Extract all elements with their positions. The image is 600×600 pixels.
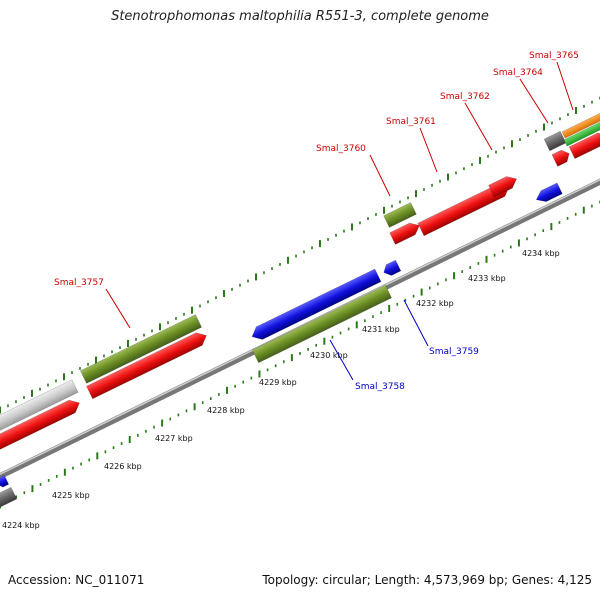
reverse-gene-arrow-shape bbox=[0, 474, 10, 488]
reverse-gene-arrow bbox=[0, 474, 10, 488]
gene-leader-line bbox=[519, 78, 549, 124]
reverse-gene-arrow-shape bbox=[383, 259, 402, 276]
gene-leader-line bbox=[464, 102, 493, 151]
scale-label: 4228 kbp bbox=[207, 406, 245, 415]
forward-gene-arrow bbox=[389, 222, 420, 245]
gene-label-forward: Smal_3757 bbox=[54, 278, 104, 288]
scale-label: 4227 kbp bbox=[155, 434, 193, 443]
olive-gene-feature-shape bbox=[383, 202, 417, 228]
forward-gene-arrow-shape bbox=[568, 132, 600, 160]
gene-label-forward: Smal_3765 bbox=[529, 51, 579, 61]
genome-summary: Topology: circular; Length: 4,573,969 bp… bbox=[262, 573, 592, 587]
scale-label: 4226 kbp bbox=[104, 462, 142, 471]
scale-label: 4231 kbp bbox=[362, 325, 400, 334]
gene-leader-line bbox=[419, 127, 438, 173]
gene-leader-line bbox=[403, 299, 429, 347]
forward-gene-arrow-shape bbox=[488, 176, 518, 198]
olive-gene-feature-shape bbox=[252, 284, 392, 364]
grey-gene-feature-shape bbox=[0, 379, 79, 437]
grey-gene-feature bbox=[0, 379, 79, 437]
orange-gene-feature bbox=[561, 109, 600, 139]
dark-grey-gene-feature bbox=[543, 130, 567, 152]
reverse-gene-arrow bbox=[383, 259, 402, 276]
scale-label: 4230 kbp bbox=[310, 351, 348, 360]
olive-gene-feature bbox=[80, 314, 202, 384]
dark-grey-gene-feature-shape bbox=[0, 486, 18, 510]
olive-gene-feature bbox=[383, 202, 417, 228]
map-title: Stenotrophomonas maltophilia R551-3, com… bbox=[111, 9, 489, 24]
reverse-gene-arrow-shape bbox=[251, 268, 382, 340]
forward-gene-arrow bbox=[568, 132, 600, 160]
green-gene-feature bbox=[563, 117, 600, 147]
scale-label: 4232 kbp bbox=[416, 299, 454, 308]
gene-leader-line bbox=[105, 288, 131, 329]
reverse-gene-arrow bbox=[535, 182, 563, 202]
forward-gene-arrow-shape bbox=[0, 399, 80, 458]
olive-gene-feature bbox=[252, 284, 392, 364]
scale-label: 4233 kbp bbox=[468, 274, 506, 283]
gene-label-forward: Smal_3764 bbox=[493, 68, 543, 78]
gene-label-forward: Smal_3761 bbox=[386, 117, 436, 127]
forward-gene-arrow bbox=[488, 176, 518, 198]
scale-label: 4234 kbp bbox=[522, 249, 560, 258]
gene-leader-line bbox=[556, 61, 574, 111]
forward-gene-arrow bbox=[551, 149, 570, 167]
dark-grey-gene-feature bbox=[0, 486, 18, 510]
gene-leader-line bbox=[369, 154, 391, 197]
forward-gene-arrow bbox=[417, 183, 510, 237]
forward-gene-arrow bbox=[86, 332, 207, 400]
scale-label: 4225 kbp bbox=[52, 491, 90, 500]
forward-gene-arrow-shape bbox=[417, 183, 510, 237]
olive-gene-feature-shape bbox=[80, 314, 202, 384]
forward-gene-arrow-shape bbox=[86, 332, 207, 400]
accession-label: Accession: NC_011071 bbox=[8, 573, 145, 587]
forward-gene-arrow-shape bbox=[389, 222, 420, 245]
green-gene-feature-shape bbox=[563, 117, 600, 147]
gene-label-reverse: Smal_3759 bbox=[429, 347, 479, 357]
gene-leader-line bbox=[329, 339, 354, 381]
forward-gene-arrow bbox=[0, 399, 80, 458]
reverse-gene-arrow bbox=[251, 268, 382, 340]
scale-label: 4224 kbp bbox=[2, 521, 40, 530]
gene-label-reverse: Smal_3758 bbox=[355, 382, 405, 392]
gene-label-forward: Smal_3762 bbox=[440, 92, 490, 102]
dark-grey-gene-feature-shape bbox=[543, 130, 567, 152]
reverse-gene-arrow-shape bbox=[535, 182, 563, 202]
gene-label-forward: Smal_3760 bbox=[316, 144, 366, 154]
scale-label: 4229 kbp bbox=[259, 378, 297, 387]
orange-gene-feature-shape bbox=[561, 109, 600, 139]
forward-gene-arrow-shape bbox=[551, 149, 570, 167]
